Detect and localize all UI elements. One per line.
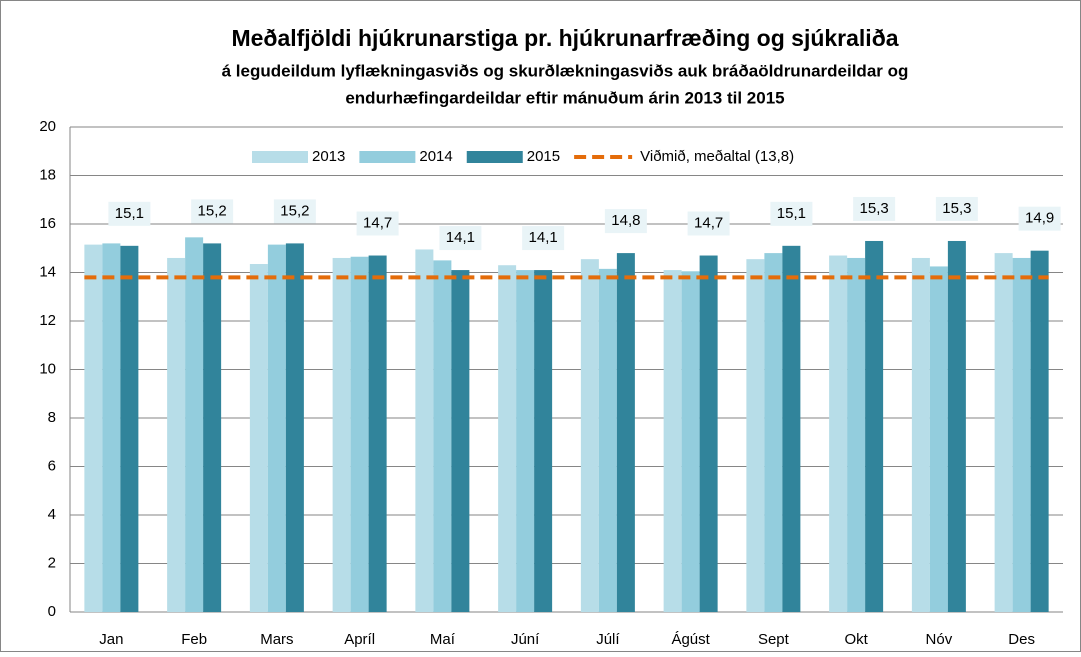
bar (1030, 250, 1049, 613)
data-label: 14,1 (446, 229, 475, 246)
bar (681, 271, 700, 612)
legend-label: 2014 (419, 148, 452, 165)
bar (764, 253, 783, 612)
bar (451, 270, 470, 612)
data-label: 15,1 (777, 205, 806, 222)
bar (598, 268, 617, 612)
data-label-box (191, 199, 234, 224)
y-tick-label: 6 (48, 457, 56, 474)
bar (534, 270, 553, 612)
legend-label: 2015 (527, 148, 560, 165)
x-tick-label: Sept (758, 631, 790, 648)
bar (332, 257, 351, 612)
legend-swatch (466, 151, 523, 163)
data-label: 15,2 (280, 202, 309, 219)
bar (782, 245, 801, 612)
data-label-box (770, 201, 813, 226)
bar (285, 243, 304, 612)
bar (911, 257, 930, 612)
data-label-box (853, 196, 896, 221)
bar (829, 255, 848, 612)
data-label: 15,3 (942, 200, 971, 217)
x-tick-label: Maí (430, 631, 456, 648)
legend-label: 2013 (312, 148, 345, 165)
chart-subtitle: á legudeildum lyflækningasviðs og skurðl… (222, 61, 909, 80)
bar (663, 270, 682, 612)
x-tick-label: Okt (844, 631, 868, 648)
x-tick-label: Apríl (344, 631, 375, 648)
y-tick-label: 2 (48, 554, 56, 571)
y-tick-label: 12 (39, 312, 56, 329)
chart-title: Meðalfjöldi hjúkrunarstiga pr. hjúkrunar… (231, 25, 898, 51)
bar (947, 240, 966, 612)
data-label-box (1018, 206, 1061, 231)
bar (616, 253, 635, 612)
bar (203, 243, 222, 612)
data-label-box (356, 211, 399, 236)
x-tick-label: Ágúst (671, 631, 710, 648)
y-tick-label: 20 (39, 118, 56, 135)
bar (847, 257, 866, 612)
bar (433, 260, 452, 612)
x-tick-label: Feb (181, 631, 207, 648)
legend-swatch (359, 151, 416, 163)
bar (865, 240, 884, 612)
bar (267, 244, 286, 613)
y-tick-label: 0 (48, 603, 56, 620)
data-label-box (522, 226, 565, 251)
data-label: 14,7 (363, 214, 392, 231)
chart-subtitle: endurhæfingardeildar eftir mánuðum árin … (345, 88, 784, 107)
data-label: 14,7 (694, 214, 723, 231)
bar (516, 270, 535, 612)
bar (102, 243, 121, 612)
y-tick-label: 8 (48, 409, 56, 426)
bar (498, 265, 517, 612)
x-tick-label: Mars (260, 631, 293, 648)
bar (350, 256, 369, 612)
data-label: 15,2 (198, 202, 227, 219)
y-tick-label: 10 (39, 360, 56, 377)
legend-label: Viðmið, meðaltal (13,8) (640, 148, 794, 165)
bar (120, 245, 139, 612)
bar (1012, 257, 1031, 612)
bar (994, 253, 1013, 612)
y-tick-label: 16 (39, 215, 56, 232)
x-tick-label: Jan (99, 631, 123, 648)
bar (368, 255, 387, 612)
bar (580, 259, 599, 612)
legend-swatch (252, 151, 308, 163)
bar (415, 249, 434, 612)
y-tick-label: 14 (39, 263, 56, 280)
x-tick-label: Des (1008, 631, 1035, 648)
x-tick-label: Júní (511, 631, 540, 648)
x-tick-label: Nóv (926, 631, 953, 648)
bar (84, 244, 103, 613)
data-label-box (604, 209, 647, 234)
y-tick-label: 4 (48, 506, 56, 523)
bar (929, 266, 948, 612)
data-label-box (273, 199, 316, 224)
bar (699, 255, 718, 612)
y-tick-label: 18 (39, 166, 56, 183)
data-label: 14,9 (1025, 210, 1054, 227)
data-label-box (439, 226, 482, 251)
data-label: 14,1 (529, 229, 558, 246)
bar (185, 237, 204, 612)
x-tick-label: Júlí (596, 631, 620, 648)
bar (746, 259, 765, 612)
data-label-box (687, 211, 730, 236)
data-label: 14,8 (611, 212, 640, 229)
bar (167, 257, 186, 612)
data-label-box (108, 201, 151, 226)
data-label-box (935, 196, 978, 221)
data-label: 15,3 (860, 200, 889, 217)
bar (249, 264, 268, 612)
data-label: 15,1 (115, 205, 144, 222)
